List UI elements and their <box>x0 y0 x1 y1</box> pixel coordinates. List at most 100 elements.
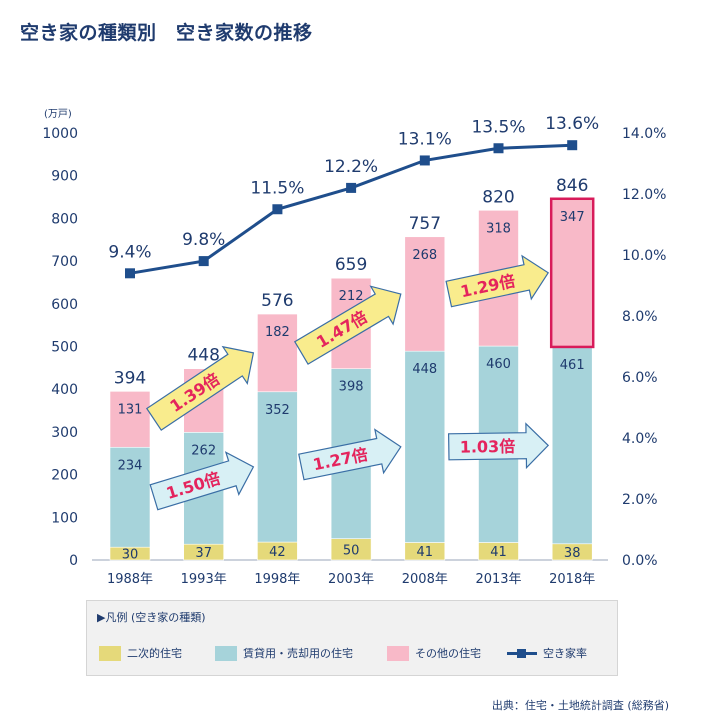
legend-item-vacancy-rate: 空き家率 <box>507 645 587 661</box>
legend-item-secondary-housing: 二次的住宅 <box>99 645 182 661</box>
bar-segment-label: 262 <box>191 443 216 458</box>
y-tick-label: 1000 <box>42 126 78 142</box>
y-tick-label: 300 <box>51 425 78 441</box>
bar-segment-label: 352 <box>265 403 290 418</box>
bar-segment <box>404 350 446 543</box>
y-tick-label: 400 <box>51 382 78 398</box>
x-tick-label: 1998年 <box>254 572 300 587</box>
vacancy-rate-label: 13.6% <box>545 114 599 134</box>
legend-swatch-rental-sale <box>215 645 237 661</box>
growth-arrow <box>149 451 255 511</box>
bar-segment-label: 268 <box>412 248 437 263</box>
bar-segment-label: 50 <box>343 543 360 558</box>
vacancy-rate-label: 9.4% <box>108 242 151 262</box>
vacancy-rate-point <box>493 143 504 154</box>
bar-total-label: 820 <box>482 187 514 207</box>
bar-segment-label: 42 <box>269 545 286 560</box>
bar-total-label: 659 <box>335 255 367 275</box>
bar-segment-label: 461 <box>560 358 585 373</box>
bar-segment-label: 460 <box>486 357 511 372</box>
x-tick-label: 2003年 <box>328 572 374 587</box>
bar-total-label: 757 <box>409 214 441 234</box>
bar-segment-label: 347 <box>560 210 585 225</box>
vacancy-rate-point <box>272 204 283 215</box>
legend-label-other: その他の住宅 <box>415 647 481 660</box>
legend-swatch-secondary <box>99 645 121 661</box>
growth-arrow <box>298 428 402 481</box>
bar-segment <box>257 313 298 393</box>
legend-item-rental-sale-housing: 賃貸用・売却用の住宅 <box>215 645 353 661</box>
y-tick-label: 700 <box>51 254 78 270</box>
x-tick-label: 1993年 <box>181 572 227 587</box>
legend-item-other-housing: その他の住宅 <box>387 645 481 661</box>
bar-segment-label: 38 <box>564 546 581 561</box>
x-tick-label: 2018年 <box>549 572 595 587</box>
bar-segment <box>109 391 151 448</box>
bar-segment-label: 448 <box>412 362 437 377</box>
vacancy-rate-label: 12.2% <box>324 157 378 177</box>
bar-segment-label: 30 <box>122 548 139 563</box>
bar-segment-label: 41 <box>417 545 434 560</box>
y-tick-label: 200 <box>51 468 78 484</box>
vacancy-rate-point <box>198 256 209 267</box>
x-tick-label: 2013年 <box>475 572 521 587</box>
bar-segment <box>404 236 446 352</box>
y2-tick-label: 4.0% <box>622 431 658 447</box>
vacancy-rate-point <box>567 140 578 151</box>
legend: ▶凡例 (空き家の種類) 二次的住宅 賃貸用・売却用の住宅 その他の住宅 空き家… <box>86 600 618 676</box>
legend-label-rental-sale: 賃貸用・売却用の住宅 <box>243 647 353 660</box>
y2-tick-label: 12.0% <box>622 187 666 203</box>
x-tick-label: 2008年 <box>402 572 448 587</box>
legend-label-secondary: 二次的住宅 <box>127 647 182 660</box>
bar-segment <box>257 391 298 543</box>
legend-swatch-rate-line <box>507 646 537 661</box>
growth-arrow <box>447 422 550 470</box>
vacancy-rate-label: 13.1% <box>398 129 452 149</box>
growth-arrow <box>293 285 402 365</box>
vacancy-rate-point <box>419 155 430 166</box>
chart-title: 空き家の種類別 空き家数の推移 <box>20 22 313 44</box>
bar-segment <box>109 446 151 548</box>
bar-total-label: 394 <box>114 368 146 388</box>
y2-tick-label: 10.0% <box>622 248 666 264</box>
y-tick-label: 0 <box>69 553 78 569</box>
bar-total-label: 846 <box>556 176 588 196</box>
vacancy-rate-point <box>346 182 357 193</box>
growth-arrow <box>445 254 550 308</box>
y2-tick-label: 6.0% <box>622 370 658 386</box>
bar-segment-label: 212 <box>339 289 364 304</box>
bar-segment-label: 234 <box>118 458 143 473</box>
chart-canvas: (万戸) 0 100 200 300 400 500 600 700 800 900 1000 0.0%… <box>42 108 666 587</box>
bar-segment <box>551 346 593 545</box>
bar-segment-label: 398 <box>339 380 364 395</box>
highlight-frame <box>549 197 595 349</box>
vacancy-rate-label: 11.5% <box>250 178 304 198</box>
legend-swatch-other <box>387 645 409 661</box>
bar-segment-label: 131 <box>118 402 143 417</box>
vacancy-rate-label: 9.8% <box>182 230 225 250</box>
source-note: 出典：住宅・土地統計調査 (総務省) <box>491 699 669 712</box>
growth-arrow <box>145 345 255 431</box>
y-tick-label: 800 <box>51 211 78 227</box>
y2-tick-label: 8.0% <box>622 309 658 325</box>
y2-tick-label: 0.0% <box>622 553 658 569</box>
legend-label-rate: 空き家率 <box>543 647 587 660</box>
y-tick-label: 500 <box>51 340 78 356</box>
vacancy-rate-label: 13.5% <box>471 117 525 137</box>
bar-segment-label: 37 <box>195 546 212 561</box>
growth-arrow-label: 1.03倍 <box>460 437 516 457</box>
y2-tick-label: 14.0% <box>622 126 666 142</box>
bar-segment-label: 41 <box>490 545 507 560</box>
y2-tick-label: 2.0% <box>622 492 658 508</box>
bar-segment-label: 182 <box>265 325 290 340</box>
x-tick-label: 1988年 <box>107 572 153 587</box>
y-tick-label: 600 <box>51 297 78 313</box>
vacancy-rate-point <box>125 268 135 279</box>
bar-total-label: 448 <box>187 346 219 366</box>
bar-segment-label: 318 <box>486 221 511 236</box>
y-axis-unit: (万戸) <box>44 108 72 120</box>
y-tick-label: 900 <box>51 169 78 185</box>
y-tick-label: 100 <box>51 510 78 526</box>
legend-heading: ▶凡例 (空き家の種類) <box>97 611 206 624</box>
bar-total-label: 576 <box>261 291 293 311</box>
